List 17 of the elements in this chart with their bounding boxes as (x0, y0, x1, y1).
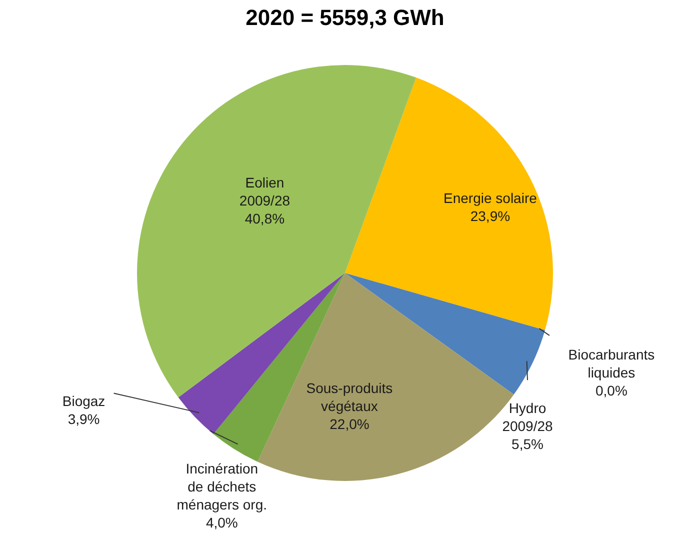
data-label: 22,0% (330, 416, 370, 432)
pie-slice (345, 78, 553, 330)
data-label: 5,5% (512, 436, 544, 452)
data-label: 4,0% (206, 514, 238, 531)
slice-label: Incinération de déchets ménagers org. (176, 460, 268, 513)
slice-label: Hydro 2009/28 (502, 400, 554, 434)
category-label: Biocarburants liquides (568, 346, 655, 380)
slice-label: Biogaz (62, 393, 106, 410)
slice-label: Sous-produits végétaux (306, 380, 393, 414)
data-label: 23,9% (470, 208, 510, 224)
data-label: 3,9% (68, 411, 100, 428)
data-label: 40,8% (244, 210, 285, 226)
slice-label: Energie solaire (444, 190, 538, 206)
text: 0,0% (595, 382, 628, 398)
pie-slice (137, 65, 416, 398)
chart-title: 2020 = 5559,3 GWh (246, 5, 444, 30)
slice-label: Eolien 2009/28 (239, 174, 290, 208)
